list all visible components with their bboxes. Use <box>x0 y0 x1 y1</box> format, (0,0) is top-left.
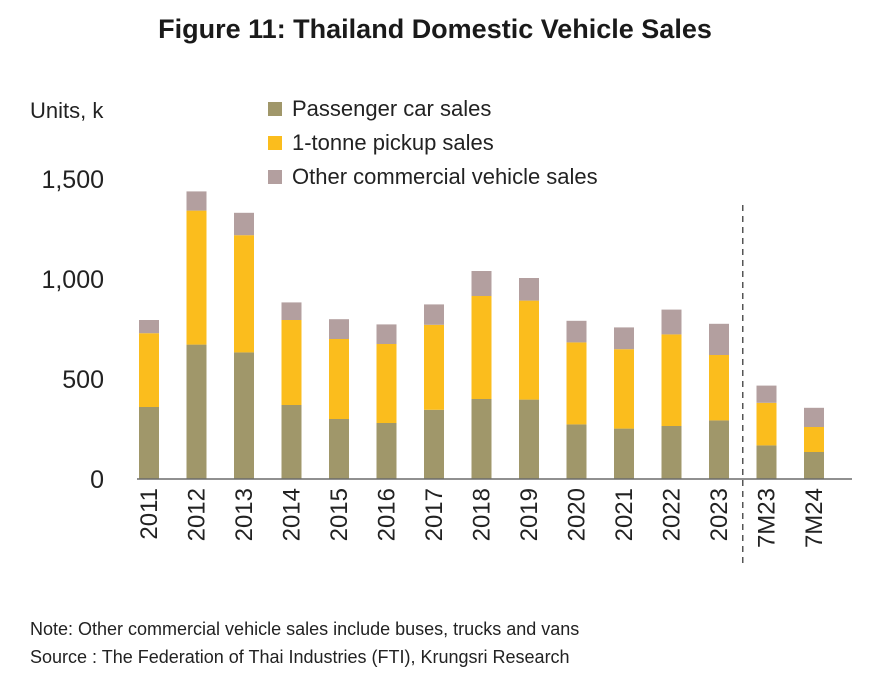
bar-segment-other <box>566 320 587 343</box>
legend-swatch-other <box>268 170 282 184</box>
bar-segment-other <box>471 271 492 296</box>
bar-segment-other <box>519 278 539 301</box>
x-tick-label: 2018 <box>469 488 496 541</box>
source-text: Source : The Federation of Thai Industri… <box>30 647 570 667</box>
bar-segment-passenger <box>329 419 349 479</box>
legend-item-passenger: Passenger car sales <box>268 92 598 126</box>
x-tick-label: 7M24 <box>801 488 828 548</box>
bar-segment-pickup <box>186 210 207 345</box>
y-tick-label: 0 <box>90 466 104 494</box>
x-tick-label: 2021 <box>611 488 638 541</box>
bar-segment-pickup <box>424 324 444 410</box>
bar-segment-other <box>614 327 634 350</box>
x-tick-label: 2011 <box>136 488 163 540</box>
bar-segment-pickup <box>566 342 587 425</box>
x-tick-label: 2015 <box>326 488 353 541</box>
legend-swatch-passenger <box>268 102 282 116</box>
legend-item-other: Other commercial vehicle sales <box>268 160 598 194</box>
legend-label-other: Other commercial vehicle sales <box>292 164 598 189</box>
bar-segment-pickup <box>329 339 349 419</box>
bar-segment-other <box>661 309 682 335</box>
bar-chart: 0 500 1,000 1,500 2011 2012 2013 2014 2015 2016 20… <box>41 166 852 566</box>
bar-segment-pickup <box>281 320 302 405</box>
legend-item-pickup: 1-tonne pickup sales <box>268 126 598 160</box>
y-tick-label: 500 <box>62 366 104 394</box>
bar-segment-passenger <box>139 407 159 479</box>
bar-segment-other <box>186 191 207 211</box>
bar-segment-other <box>709 323 729 355</box>
bar-segment-passenger <box>566 424 587 479</box>
y-tick-label: 1,500 <box>41 166 104 194</box>
x-tick-label: 7M23 <box>754 488 781 548</box>
x-tick-label: 2014 <box>279 488 306 541</box>
legend-swatch-pickup <box>268 136 282 150</box>
bar-segment-passenger <box>424 409 444 479</box>
bar-segment-passenger <box>709 420 729 479</box>
bar-segment-passenger <box>376 423 397 479</box>
bar-segment-passenger <box>234 352 254 479</box>
x-tick-label: 2019 <box>516 488 543 541</box>
bar-segment-other <box>376 324 397 344</box>
x-tick-label: 2020 <box>564 488 591 541</box>
bar-segment-pickup <box>614 349 634 429</box>
bar-segment-other <box>234 212 254 236</box>
bar-segment-pickup <box>804 427 824 452</box>
bar-segment-pickup <box>661 334 682 426</box>
x-tick-label: 2022 <box>659 488 686 541</box>
bar-segment-passenger <box>804 452 824 479</box>
bar-segment-passenger <box>519 399 539 479</box>
bar-segment-passenger <box>756 445 777 479</box>
bar-segment-pickup <box>756 402 777 446</box>
x-tick-label: 2017 <box>421 488 448 541</box>
legend-label-passenger: Passenger car sales <box>292 96 492 121</box>
bar-segment-pickup <box>471 296 492 399</box>
bar-segment-pickup <box>234 235 254 353</box>
bar-segment-pickup <box>519 300 539 400</box>
bar-segment-other <box>804 407 824 427</box>
bar-segment-other <box>329 319 349 339</box>
x-tick-label: 2013 <box>231 488 258 541</box>
footnotes: Note: Other commercial vehicle sales inc… <box>30 615 579 671</box>
x-tick-label: 2023 <box>706 488 733 541</box>
x-tick-label: 2016 <box>374 488 401 541</box>
bar-segment-other <box>424 304 444 325</box>
legend-label-pickup: 1-tonne pickup sales <box>292 130 494 155</box>
bar-segment-pickup <box>709 355 729 421</box>
bar-segment-other <box>139 320 159 334</box>
bar-segment-pickup <box>376 344 397 423</box>
bar-segment-passenger <box>661 426 682 479</box>
y-axis-unit-label: Units, k <box>30 98 104 123</box>
y-tick-label: 1,000 <box>41 266 104 294</box>
legend: Passenger car sales 1-tonne pickup sales… <box>268 92 598 194</box>
bar-segment-passenger <box>281 405 302 479</box>
bar-segment-passenger <box>186 344 207 479</box>
bar-segment-passenger <box>471 399 492 479</box>
bar-segment-other <box>756 385 777 403</box>
bar-segment-other <box>281 302 302 320</box>
bar-segment-pickup <box>139 333 159 407</box>
chart-title: Figure 11: Thailand Domestic Vehicle Sal… <box>158 14 712 44</box>
x-tick-label: 2012 <box>184 488 211 541</box>
note-text: Note: Other commercial vehicle sales inc… <box>30 619 580 639</box>
bar-segment-passenger <box>614 428 634 479</box>
